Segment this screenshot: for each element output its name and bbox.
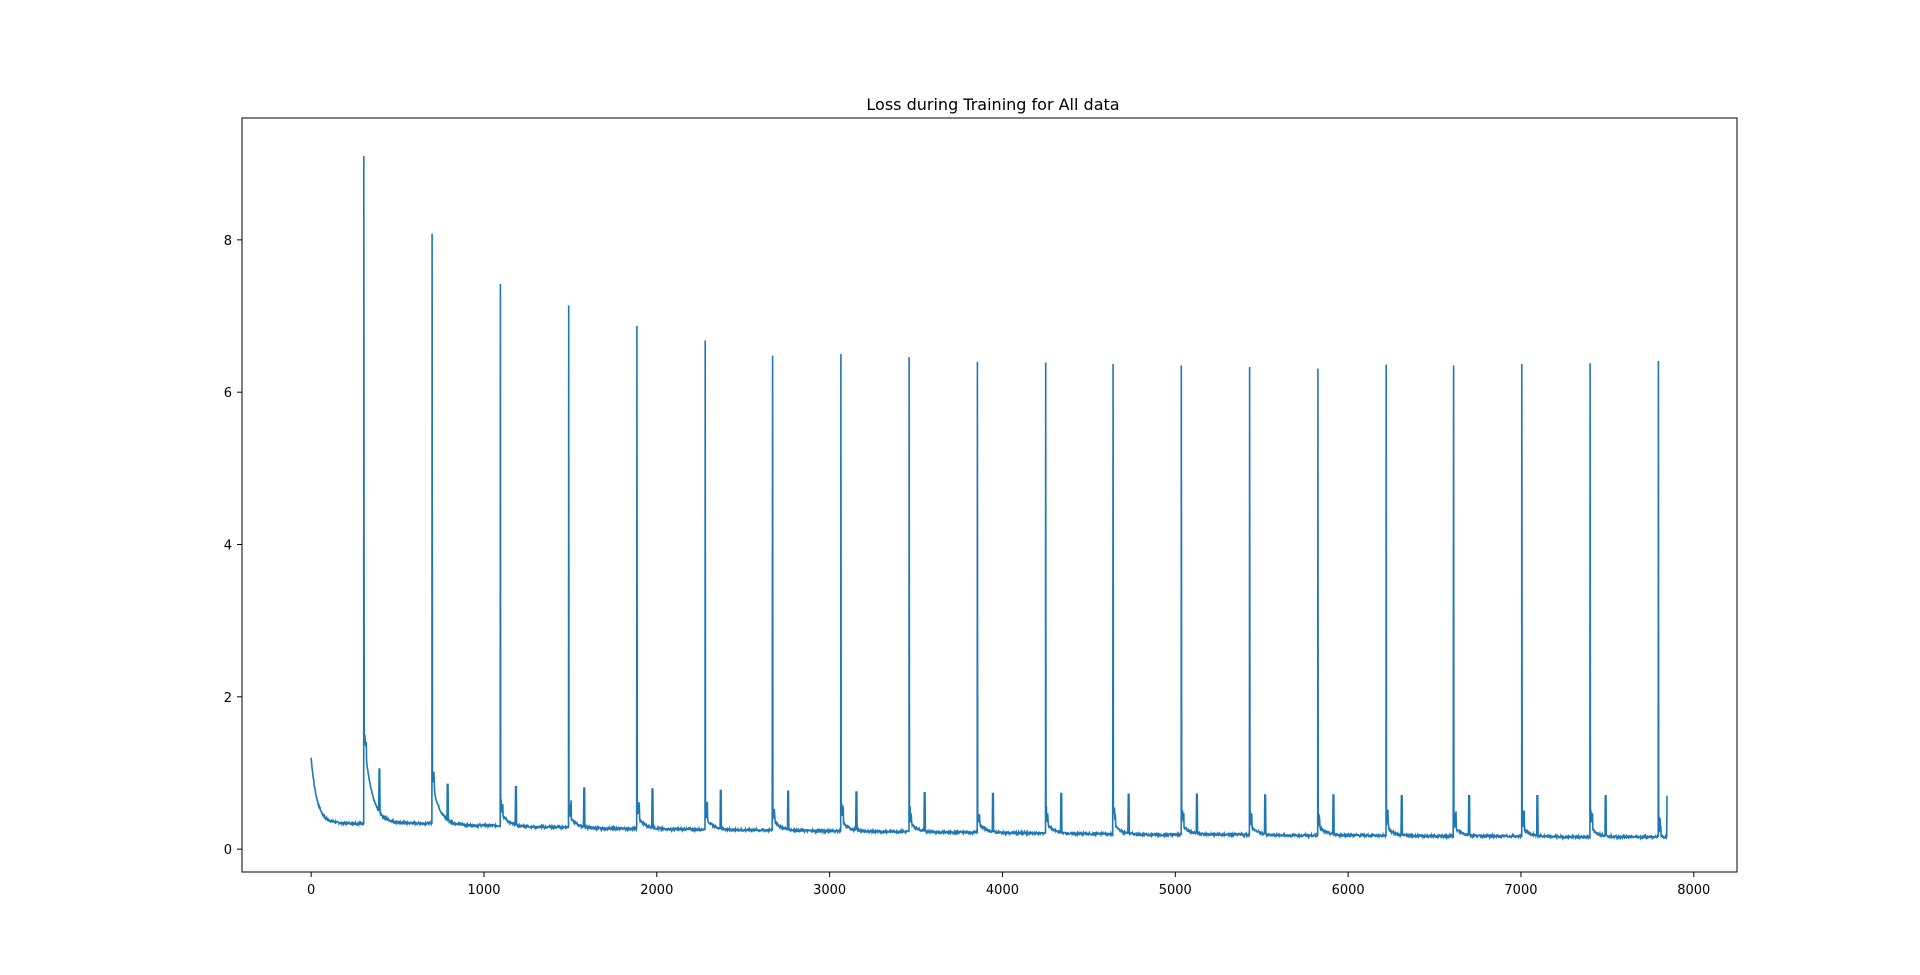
x-tick-label: 2000 [640,883,673,898]
x-axis: 0 1000 2000 3000 4000 5000 6000 7000 8000 [307,872,1710,898]
y-tick-label: 6 [224,386,232,401]
x-tick-label: 4000 [986,883,1019,898]
x-tick-label: 6000 [1332,883,1365,898]
x-tick-label: 5000 [1159,883,1192,898]
y-tick-label: 8 [224,234,232,249]
y-tick-label: 2 [224,691,232,706]
x-tick-label: 0 [307,883,315,898]
x-tick-label: 7000 [1504,883,1537,898]
y-tick-label: 0 [224,843,232,858]
x-tick-label: 8000 [1677,883,1710,898]
x-tick-label: 1000 [467,883,500,898]
chart-title: Loss during Training for All data [866,95,1119,114]
loss-series-line [310,156,1668,842]
plot-area [310,156,1668,842]
x-tick-label: 3000 [813,883,846,898]
y-axis: 0 2 4 6 8 [224,234,242,858]
axes-frame [241,117,1738,873]
y-tick-label: 4 [224,539,232,554]
